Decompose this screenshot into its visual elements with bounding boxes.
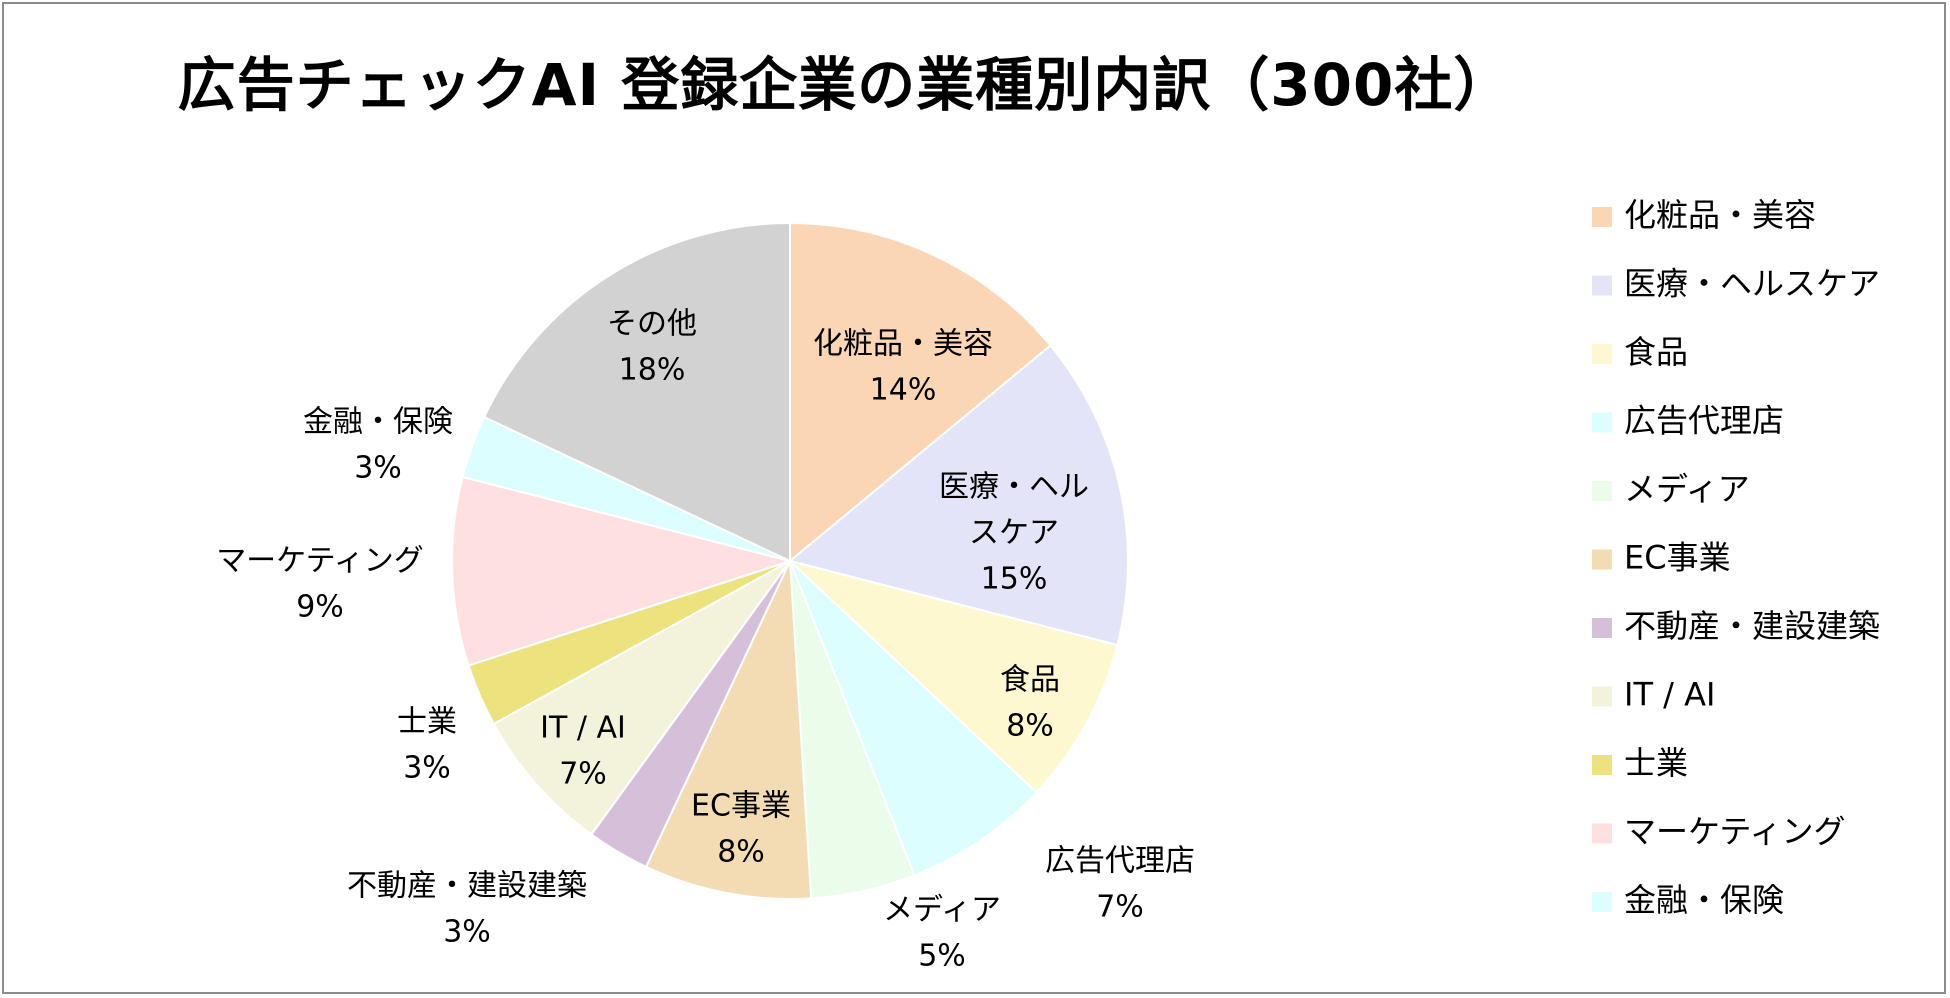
legend-label-5: メディア xyxy=(1624,470,1750,508)
legend-label-1: 化粧品・美容 xyxy=(1624,196,1816,234)
pie-slice-12 xyxy=(482,221,791,563)
slice-value-label-7: 3% xyxy=(443,915,491,950)
pie-slice-2 xyxy=(787,344,1129,647)
chart-title: 広告チェックAI 登録企業の業種別内訳（300社） xyxy=(177,51,1513,119)
pie-slice-10 xyxy=(451,475,794,667)
slice-name-label-2: スケア xyxy=(969,516,1059,551)
legend-label-11: 金融・保険 xyxy=(1624,881,1784,919)
slice-name-label-8: IT / AI xyxy=(540,711,626,746)
slice-name-label-12: その他 xyxy=(607,307,697,342)
legend-label-8: IT / AI xyxy=(1624,676,1715,714)
slice-value-label-8: 7% xyxy=(559,757,607,792)
slice-name-label-6: EC事業 xyxy=(691,789,791,824)
pie-slice-1 xyxy=(789,221,1052,564)
pie-slice-8 xyxy=(492,560,791,836)
legend-label-7: 不動産・建設建築 xyxy=(1624,607,1880,645)
slice-name-label-3: 食品 xyxy=(1000,663,1060,698)
slice-value-label-9: 3% xyxy=(403,751,451,786)
legend-swatch-9 xyxy=(1592,755,1612,775)
pie-slice-4 xyxy=(789,560,1038,877)
slice-value-label-3: 8% xyxy=(1006,709,1054,744)
slice-value-label-4: 7% xyxy=(1096,890,1144,925)
legend-label-4: 広告代理店 xyxy=(1624,402,1784,440)
slice-value-label-2: 15% xyxy=(981,562,1048,597)
pie-slice-3 xyxy=(789,560,1119,794)
legend-label-10: マーケティング xyxy=(1624,813,1845,851)
legend-swatch-1 xyxy=(1592,207,1612,227)
slice-value-label-5: 5% xyxy=(918,939,966,974)
legend-label-3: 食品 xyxy=(1624,333,1688,371)
slice-value-label-10: 9% xyxy=(296,590,344,625)
legend-swatch-2 xyxy=(1592,275,1612,296)
slice-value-label-6: 8% xyxy=(717,835,765,870)
slice-labels: 化粧品・美容 14% 医療・ヘルスケア 15% 食品 8% 広告代理店 7% メディア 5% EC事… xyxy=(216,307,1195,974)
legend-swatch-6 xyxy=(1592,549,1612,570)
slice-name-label-5: メディア xyxy=(883,893,1001,928)
legend-swatch-5 xyxy=(1592,481,1612,501)
slice-name-label-4: 広告代理店 xyxy=(1045,844,1195,879)
slice-name-label-2: 医療・ヘル xyxy=(939,470,1089,505)
pie-slices xyxy=(451,221,1129,900)
pie-slice-6 xyxy=(644,560,813,900)
slice-name-label-11: 金融・保険 xyxy=(303,405,453,440)
slice-name-label-10: マーケティング xyxy=(216,544,424,579)
legend-swatch-8 xyxy=(1592,686,1612,707)
slice-name-label-7: 不動産・建設建築 xyxy=(347,869,587,904)
slice-value-label-1: 14% xyxy=(870,373,937,408)
legend-label-9: 士業 xyxy=(1624,744,1688,782)
legend-swatch-10 xyxy=(1592,823,1612,844)
legend-swatch-11 xyxy=(1592,892,1612,912)
legend-swatch-3 xyxy=(1592,344,1612,364)
legend-label-6: EC事業 xyxy=(1624,539,1731,577)
slice-name-label-9: 士業 xyxy=(397,705,457,740)
slice-value-label-11: 3% xyxy=(354,451,402,486)
legend-swatch-4 xyxy=(1592,412,1612,433)
legend-label-2: 医療・ヘルスケア xyxy=(1624,265,1880,303)
slice-value-label-12: 18% xyxy=(619,353,686,388)
slice-name-label-1: 化粧品・美容 xyxy=(813,327,993,362)
legend-swatch-7 xyxy=(1592,618,1612,638)
